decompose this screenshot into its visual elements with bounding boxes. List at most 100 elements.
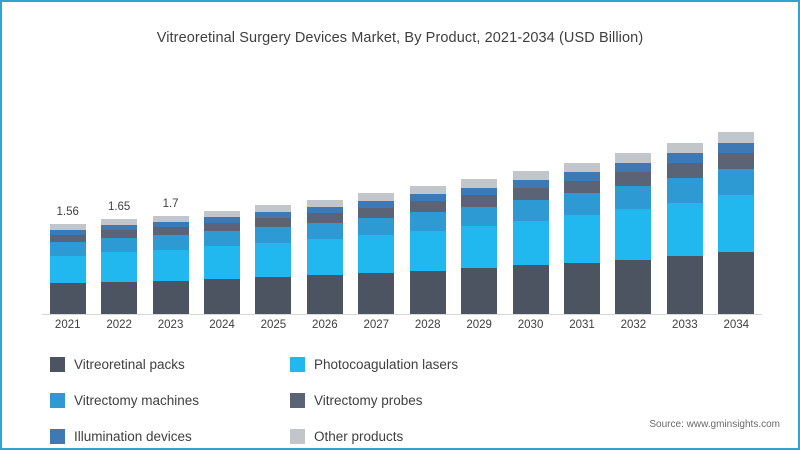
bar-segment: [615, 209, 652, 260]
x-axis-tick: 2023: [157, 319, 184, 331]
bar-segment: [49, 234, 86, 243]
bar-segment: [666, 202, 703, 257]
bar-segment: [666, 256, 703, 314]
bar-segment: [358, 235, 395, 273]
bar-segment: [718, 153, 755, 169]
bar-segment: [461, 206, 498, 227]
bar-segment: [666, 163, 703, 178]
bar-segment: [49, 283, 86, 314]
bar-column[interactable]: [255, 205, 292, 314]
bar-segment: [101, 218, 138, 226]
bar-segment: [358, 200, 395, 208]
bar-segment: [255, 277, 292, 314]
bar-segment: [564, 193, 600, 216]
legend-label: Vitrectomy probes: [314, 392, 423, 408]
bar-segment: [666, 177, 703, 203]
bar-segment: [512, 179, 549, 189]
legend-label: Vitrectomy machines: [74, 392, 200, 408]
bar-column[interactable]: [101, 218, 138, 314]
bar-segment: [306, 212, 343, 223]
plot-area: 1.56 1.65 1.7: [42, 74, 762, 314]
legend-swatch-icon: [50, 428, 65, 444]
bar-segment: [461, 268, 498, 314]
bar-segment: [564, 162, 600, 172]
legend-item[interactable]: Vitrectomy probes: [290, 382, 530, 418]
x-axis-tick: 2025: [260, 319, 287, 331]
bar-segment: [306, 199, 343, 207]
x-axis-tick: 2028: [414, 319, 441, 331]
x-axis-tick: 2026: [312, 319, 338, 331]
bar-segment: [615, 163, 652, 173]
bar-segment: [255, 211, 292, 219]
bar-segment: [409, 270, 446, 314]
bar-segment: [101, 281, 138, 314]
legend-swatch-icon: [290, 356, 305, 372]
bar-segment: [152, 249, 189, 281]
bar-segment: [101, 225, 138, 231]
bar-segment: [615, 172, 652, 187]
bar-segment: [409, 186, 446, 194]
bar-segment: [255, 205, 292, 212]
bar-segment: [204, 222, 240, 232]
bar-column[interactable]: [461, 179, 498, 314]
bar-segment: [615, 153, 652, 164]
legend-swatch-icon: [290, 428, 305, 444]
x-axis-tick: 2034: [723, 319, 750, 331]
bar-segment: [49, 229, 86, 235]
bar-segment: [101, 238, 138, 253]
bar-segment: [152, 280, 189, 314]
bar-column[interactable]: [358, 193, 395, 314]
legend-item[interactable]: Vitreoretinal packs: [50, 346, 290, 382]
legend-swatch-icon: [50, 392, 65, 408]
bar-segment: [255, 227, 292, 243]
bar-segment: [718, 132, 755, 144]
bar-column[interactable]: [718, 132, 755, 314]
legend-item[interactable]: Illumination devices: [50, 418, 290, 454]
chart-title: Vitreoretinal Surgery Devices Market, By…: [156, 30, 644, 46]
legend-swatch-icon: [290, 392, 305, 408]
x-axis-tick: 2021: [54, 319, 81, 331]
bar-segment: [204, 246, 240, 279]
bar-column[interactable]: [666, 143, 703, 314]
bar-column[interactable]: [49, 223, 86, 314]
bar-column[interactable]: [512, 171, 549, 314]
x-axis-tick: 2031: [569, 319, 595, 331]
bar-value-label: 1.7: [162, 197, 179, 210]
bar-value-label: 1.56: [56, 205, 79, 218]
legend-item[interactable]: Photocoagulation lasers: [290, 346, 530, 382]
bar-segment: [564, 262, 600, 314]
bar-segment: [666, 153, 703, 164]
legend-label: Other products: [314, 428, 404, 444]
bar-column[interactable]: [152, 215, 189, 314]
legend-label: Illumination devices: [74, 428, 192, 444]
bar-segment: [512, 220, 549, 266]
bar-segment: [358, 218, 395, 236]
bar-segment: [512, 265, 549, 314]
bar-segment: [255, 242, 292, 278]
x-axis-tick: 2027: [363, 319, 390, 331]
bar-segment: [615, 259, 652, 314]
bar-segment: [358, 272, 395, 314]
x-axis-tick: 2032: [620, 319, 647, 331]
bar-segment: [409, 230, 446, 271]
bar-segment: [358, 193, 395, 201]
bar-value-label: 1.65: [107, 200, 131, 213]
bar-column[interactable]: [409, 186, 446, 314]
legend-item[interactable]: Other products: [290, 418, 530, 454]
bar-column[interactable]: [564, 162, 600, 314]
bar-segment: [49, 255, 86, 284]
bar-column[interactable]: [306, 199, 343, 314]
bar-segment: [564, 215, 600, 263]
bar-segment: [49, 242, 86, 256]
bar-segment: [564, 171, 600, 181]
bar-column[interactable]: [615, 153, 652, 314]
bar-segment: [49, 223, 86, 230]
bar-column[interactable]: [204, 210, 240, 314]
bar-segment: [101, 230, 138, 239]
legend-item[interactable]: Vitrectomy machines: [50, 382, 290, 418]
x-axis-tick: 2030: [517, 319, 544, 331]
bar-segment: [204, 210, 240, 217]
bar-segment: [306, 222, 343, 240]
bar-segment: [461, 226, 498, 269]
